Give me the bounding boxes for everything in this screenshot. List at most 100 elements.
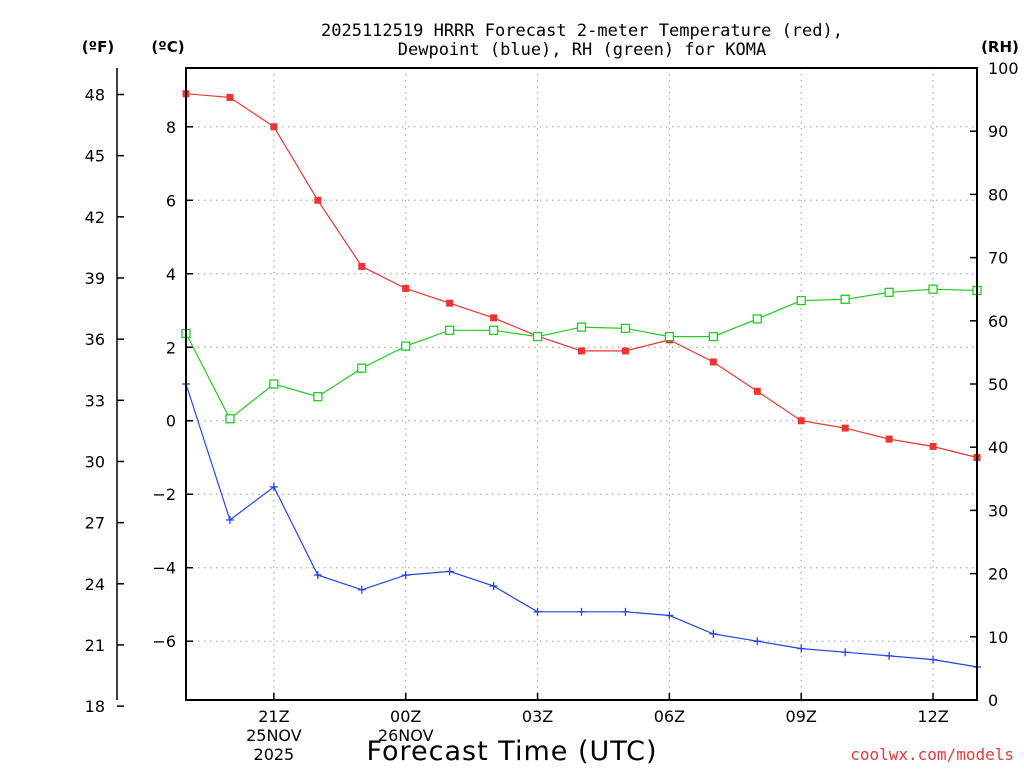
data-point (446, 299, 454, 307)
data-point (577, 607, 586, 616)
data-point (357, 363, 367, 373)
fahrenheit-tick-label: 30 (85, 452, 105, 471)
data-point (621, 347, 629, 355)
data-point (796, 295, 806, 306)
celsius-tick-label: 2 (166, 338, 176, 357)
data-point (225, 414, 235, 424)
axes (116, 67, 977, 707)
data-point (402, 284, 410, 292)
data-point (797, 644, 806, 653)
fahrenheit-tick-label: 48 (85, 86, 105, 105)
data-point (841, 424, 849, 432)
fahrenheit-tick-label: 18 (85, 697, 105, 716)
rh-unit-label: (RH) (981, 38, 1019, 56)
celsius-tick-label: 4 (166, 265, 176, 284)
fahrenheit-tick-label: 33 (85, 391, 105, 410)
data-point (753, 387, 761, 395)
data-point (576, 322, 587, 332)
chart-title-line-1: 2025112519 HRRR Forecast 2-meter Tempera… (321, 21, 843, 41)
data-point (270, 123, 278, 131)
x-tick-label: 09Z (786, 707, 817, 726)
data-point (797, 417, 805, 425)
fahrenheit-tick-label: 24 (85, 575, 105, 594)
fahrenheit-tick-label: 42 (85, 208, 105, 227)
data-point (488, 325, 499, 335)
data-point (358, 262, 366, 270)
data-point (753, 637, 762, 646)
data-point (313, 571, 322, 580)
data-point (840, 294, 850, 304)
data-point (928, 284, 938, 294)
data-point (314, 196, 322, 204)
x-tick-label: 21Z (258, 707, 289, 726)
data-point (578, 347, 585, 355)
rh-tick-label: 10 (988, 628, 1008, 647)
data-point (664, 331, 675, 342)
chart-title-line-2: Dewpoint (blue), RH (green) for KOMA (398, 40, 766, 60)
x-axis-label: Forecast Time (UTC) (366, 736, 657, 767)
series (181, 90, 982, 671)
data-point (752, 314, 762, 324)
data-point (532, 331, 543, 342)
x-tick-label: 26NOV (378, 726, 434, 745)
data-point (401, 341, 411, 351)
rh-tick-label: 0 (988, 691, 998, 710)
celsius-tick-label: −6 (152, 632, 176, 651)
rh-tick-label: 40 (988, 438, 1008, 457)
data-point (225, 515, 234, 524)
data-point (841, 648, 850, 657)
data-point (665, 611, 674, 620)
data-point (445, 325, 455, 335)
fahrenheit-unit-label: (ºF) (82, 38, 114, 56)
celsius-tick-label: −4 (152, 559, 176, 578)
rh-tick-label: 70 (988, 249, 1008, 268)
x-tick-label: 00Z (390, 707, 421, 726)
x-tick-label: 03Z (522, 707, 553, 726)
rh-tick-label: 30 (988, 501, 1008, 520)
data-point (401, 571, 410, 580)
data-point (490, 314, 498, 322)
celsius-tick-label: 6 (166, 191, 176, 210)
data-point (620, 323, 631, 334)
plot-frame (185, 67, 978, 701)
fahrenheit-tick-label: 27 (85, 514, 105, 533)
data-point (885, 651, 894, 660)
x-tick-label: 25NOV (246, 726, 302, 745)
celsius-tick-label: 8 (166, 118, 176, 137)
data-point (269, 379, 279, 389)
rh-tick-label: 100 (988, 59, 1019, 78)
fahrenheit-tick-label: 45 (85, 147, 105, 166)
data-point (533, 607, 542, 616)
rh-tick-label: 20 (988, 565, 1008, 584)
rh-tick-label: 60 (988, 312, 1008, 331)
fahrenheit-tick-label: 39 (85, 269, 105, 288)
rh-tick-label: 50 (988, 375, 1008, 394)
data-point (929, 442, 937, 450)
data-point (313, 391, 323, 402)
data-point (708, 331, 718, 342)
data-point (709, 358, 717, 366)
celsius-tick-label: 0 (166, 412, 176, 431)
series-rh (181, 284, 982, 424)
data-point (226, 93, 234, 101)
data-point (621, 607, 630, 616)
data-point (884, 287, 894, 298)
data-point (357, 585, 366, 594)
data-point (885, 435, 893, 443)
data-point (929, 655, 938, 664)
x-tick-label: 06Z (654, 707, 685, 726)
fahrenheit-tick-label: 36 (85, 330, 105, 349)
data-point (269, 482, 278, 491)
credit-text: coolwx.com/models (850, 745, 1014, 764)
x-tick-label: 2025 (254, 745, 295, 764)
celsius-unit-label: (ºC) (151, 38, 184, 56)
rh-tick-label: 80 (988, 185, 1008, 204)
data-point (445, 567, 454, 576)
fahrenheit-tick-label: 21 (85, 636, 105, 655)
celsius-tick-label: −2 (152, 485, 176, 504)
data-point (709, 629, 718, 638)
